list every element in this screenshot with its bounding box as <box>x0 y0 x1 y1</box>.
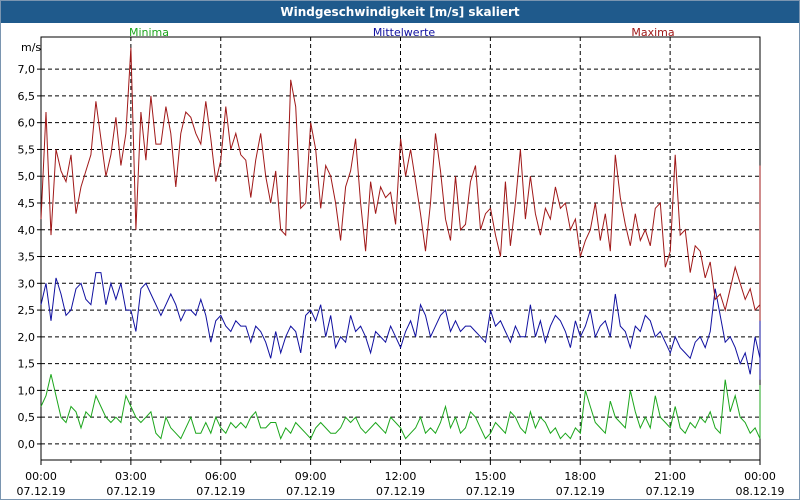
x-tick-time-label: 15:00 <box>475 470 507 483</box>
y-tick-label: 0,5 <box>18 411 36 424</box>
y-tick-label: 1,0 <box>18 384 36 397</box>
x-tick-time-label: 18:00 <box>564 470 596 483</box>
x-tick-time-label: 21:00 <box>654 470 686 483</box>
x-tick-time-label: 00:00 <box>744 470 776 483</box>
y-tick-label: 5,5 <box>18 143 36 156</box>
x-tick-date-label: 07.12.19 <box>196 485 245 498</box>
y-tick-label: 6,0 <box>18 117 36 130</box>
series-line-minima <box>40 374 761 440</box>
x-tick-time-label: 12:00 <box>385 470 417 483</box>
y-tick-label: 3,0 <box>18 277 36 290</box>
series-line-maxima <box>40 47 761 321</box>
chart-title: Windgeschwindigkeit [m/s] skaliert <box>1 1 799 23</box>
series-line-mittelwerte <box>40 272 761 380</box>
y-tick-label: 3,5 <box>18 251 36 264</box>
y-tick-label: 4,0 <box>18 224 36 237</box>
y-tick-label: 2,0 <box>18 331 36 344</box>
x-tick-date-label: 07.12.19 <box>17 485 66 498</box>
x-tick-date-label: 07.12.19 <box>646 485 695 498</box>
x-tick-date-label: 07.12.19 <box>556 485 605 498</box>
legend-minima: Minima <box>129 26 169 39</box>
legend-maxima: Maxima <box>631 26 674 39</box>
legend-mittelwerte: Mittelwerte <box>373 26 436 39</box>
y-tick-label: 1,5 <box>18 358 36 371</box>
x-tick-date-label: 07.12.19 <box>286 485 335 498</box>
y-tick-label: 4,5 <box>18 197 36 210</box>
x-tick-date-label: 07.12.19 <box>106 485 155 498</box>
y-tick-label: 5,0 <box>18 170 36 183</box>
x-tick-date-label: 07.12.19 <box>376 485 425 498</box>
x-tick-time-label: 06:00 <box>205 470 237 483</box>
x-tick-date-label: 07.12.19 <box>466 485 515 498</box>
y-tick-label: 7,0 <box>18 63 36 76</box>
y-tick-label: 2,5 <box>18 304 36 317</box>
x-tick-time-label: 03:00 <box>115 470 147 483</box>
x-tick-date-label: 08.12.19 <box>736 485 785 498</box>
x-tick-time-label: 09:00 <box>295 470 327 483</box>
y-axis-label: m/s <box>21 41 41 54</box>
y-tick-label: 6,5 <box>18 90 36 103</box>
x-tick-time-label: 00:00 <box>25 470 57 483</box>
y-tick-label: 0,0 <box>18 438 36 451</box>
